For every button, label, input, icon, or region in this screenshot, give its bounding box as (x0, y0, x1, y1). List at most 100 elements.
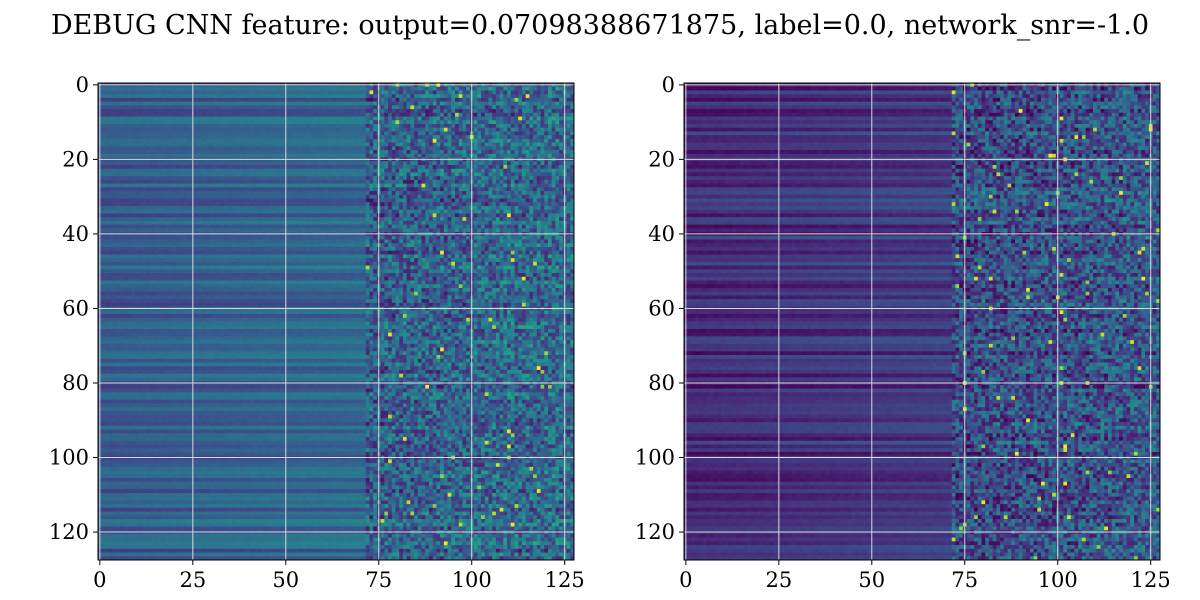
heatmap-cell (329, 94, 333, 98)
heatmap-cell (459, 109, 463, 113)
heatmap-cell (414, 109, 418, 113)
heatmap-cell (258, 102, 262, 106)
heatmap-cell (228, 105, 232, 109)
heatmap-cell (314, 90, 318, 94)
heatmap-cell (485, 113, 489, 117)
heatmap-cell (247, 98, 251, 102)
heatmap-cell (362, 109, 366, 113)
heatmap-cell (425, 117, 429, 121)
heatmap-cell (124, 102, 128, 106)
heatmap-cell (355, 105, 359, 109)
heatmap-cell (120, 109, 124, 113)
heatmap-cell (362, 87, 366, 91)
heatmap-cell (329, 90, 333, 94)
heatmap-cell (429, 94, 433, 98)
heatmap-cell (265, 90, 269, 94)
heatmap-cell (422, 105, 426, 109)
heatmap-cell (448, 94, 452, 98)
heatmap-cell (291, 117, 295, 121)
heatmap-cell (403, 94, 407, 98)
heatmap-cell (102, 105, 106, 109)
heatmap-cell (541, 90, 545, 94)
heatmap-cell (306, 109, 310, 113)
heatmap-cell (124, 94, 128, 98)
heatmap-cell (511, 105, 515, 109)
heatmap-cell (366, 94, 370, 98)
heatmap-cell (351, 105, 355, 109)
heatmap-cell (347, 98, 351, 102)
heatmap-cell (485, 98, 489, 102)
heatmap-cell (239, 102, 243, 106)
heatmap-cell (559, 87, 563, 91)
heatmap-cell (180, 87, 184, 91)
heatmap-cell (552, 109, 556, 113)
heatmap-cell (310, 102, 314, 106)
heatmap-cell (258, 94, 262, 98)
heatmap-cell (258, 90, 262, 94)
heatmap-cell (239, 90, 243, 94)
heatmap-cell (146, 90, 150, 94)
heatmap-cell (247, 109, 251, 113)
heatmap-cell (541, 98, 545, 102)
heatmap-cell (117, 109, 121, 113)
heatmap-cell (254, 102, 258, 106)
heatmap-cell (232, 98, 236, 102)
heatmap-cell (239, 87, 243, 91)
heatmap-cell (529, 90, 533, 94)
heatmap-cell (105, 113, 109, 117)
heatmap-cell (388, 98, 392, 102)
heatmap-cell (444, 105, 448, 109)
heatmap-cell (399, 90, 403, 94)
heatmap-cell (336, 102, 340, 106)
heatmap-cell (295, 90, 299, 94)
heatmap-cell (477, 98, 481, 102)
heatmap-cell (515, 102, 519, 106)
heatmap-cell (440, 98, 444, 102)
heatmap-cell (172, 87, 176, 91)
heatmap-cell (451, 109, 455, 113)
heatmap-cell (109, 90, 113, 94)
heatmap-cell (422, 90, 426, 94)
heatmap-cell (109, 120, 113, 124)
heatmap-cell (310, 98, 314, 102)
heatmap-cell (150, 120, 154, 124)
heatmap-cell (474, 117, 478, 121)
heatmap-cell (291, 98, 295, 102)
heatmap-cell (120, 113, 124, 117)
heatmap-cell (369, 87, 373, 91)
heatmap-cell (399, 113, 403, 117)
heatmap-cell (295, 94, 299, 98)
heatmap-cell (448, 113, 452, 117)
heatmap-cell (455, 90, 459, 94)
heatmap-cell (128, 105, 132, 109)
heatmap-cell (366, 98, 370, 102)
heatmap-cell (105, 90, 109, 94)
heatmap-cell (544, 105, 548, 109)
heatmap-cell (295, 109, 299, 113)
heatmap-cell (492, 87, 496, 91)
heatmap-cell (418, 90, 422, 94)
heatmap-cell (113, 113, 117, 117)
heatmap-cell (321, 105, 325, 109)
heatmap-cell (154, 90, 158, 94)
heatmap-cell (195, 98, 199, 102)
heatmap-cell (537, 105, 541, 109)
heatmap-cell (343, 98, 347, 102)
heatmap-cell (511, 102, 515, 106)
heatmap-cell (250, 113, 254, 117)
heatmap-cell (243, 105, 247, 109)
heatmap-cell (176, 94, 180, 98)
heatmap-cell (552, 113, 556, 117)
heatmap-cell (128, 90, 132, 94)
heatmap-cell (198, 105, 202, 109)
heatmap-cell (217, 94, 221, 98)
heatmap-cell (537, 98, 541, 102)
heatmap-cell (396, 90, 400, 94)
heatmap-cell (418, 105, 422, 109)
heatmap-cell (228, 98, 232, 102)
heatmap-cell (518, 102, 522, 106)
heatmap-cell (146, 113, 150, 117)
heatmap-cell (474, 113, 478, 117)
heatmap-cell (198, 94, 202, 98)
heatmap-cell (407, 87, 411, 91)
